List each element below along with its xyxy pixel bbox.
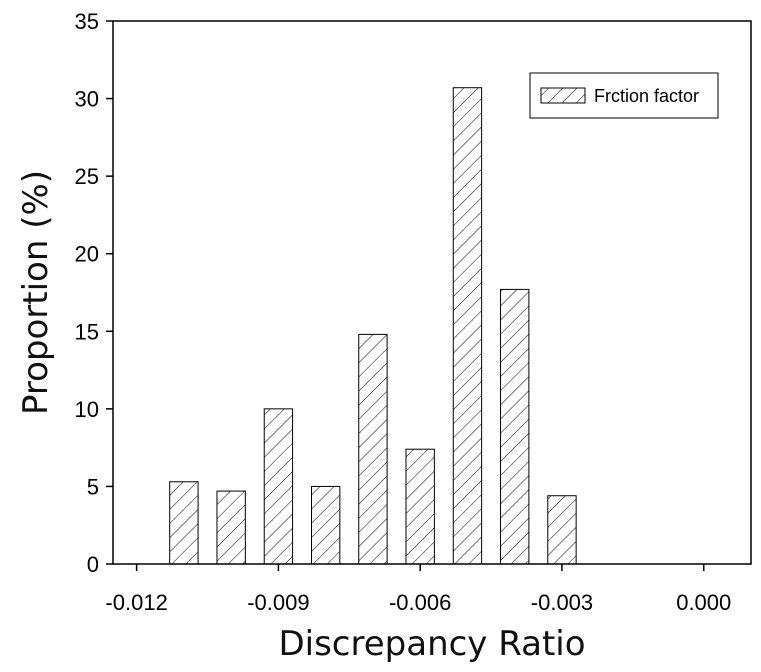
y-tick-label: 25	[75, 164, 99, 189]
x-tick-label: -0.009	[247, 590, 309, 615]
x-tick-label: -0.006	[389, 590, 451, 615]
y-axis: 0 5 10 15 20 25 30 35	[75, 9, 113, 577]
x-tick-label: 0.000	[676, 590, 731, 615]
bar	[405, 448, 435, 565]
x-tick-label: -0.003	[531, 590, 593, 615]
bar	[358, 333, 388, 565]
x-axis: -0.012 -0.009 -0.006 -0.003 0.000	[105, 564, 731, 615]
bar	[169, 481, 199, 565]
y-tick-label: 0	[87, 552, 99, 577]
bar	[500, 288, 530, 565]
y-tick-label: 20	[75, 242, 99, 267]
y-tick-label: 30	[75, 87, 99, 112]
y-tick-label: 35	[75, 9, 99, 34]
x-axis-title: Discrepancy Ratio	[278, 624, 585, 664]
legend-label: Frction factor	[594, 86, 699, 106]
bar	[216, 490, 246, 565]
bar	[310, 485, 341, 565]
legend-swatch	[540, 87, 586, 104]
bars-group	[169, 87, 577, 565]
y-axis-title: Proportion (%)	[16, 170, 56, 415]
plot-area-frame	[112, 20, 752, 565]
y-tick-label: 10	[75, 397, 99, 422]
legend: Frction factor	[529, 72, 719, 119]
bar	[263, 408, 294, 565]
bar	[547, 495, 577, 565]
bar	[452, 87, 483, 565]
y-tick-label: 5	[87, 474, 99, 499]
y-tick-label: 15	[75, 319, 99, 344]
x-tick-label: -0.012	[105, 590, 167, 615]
